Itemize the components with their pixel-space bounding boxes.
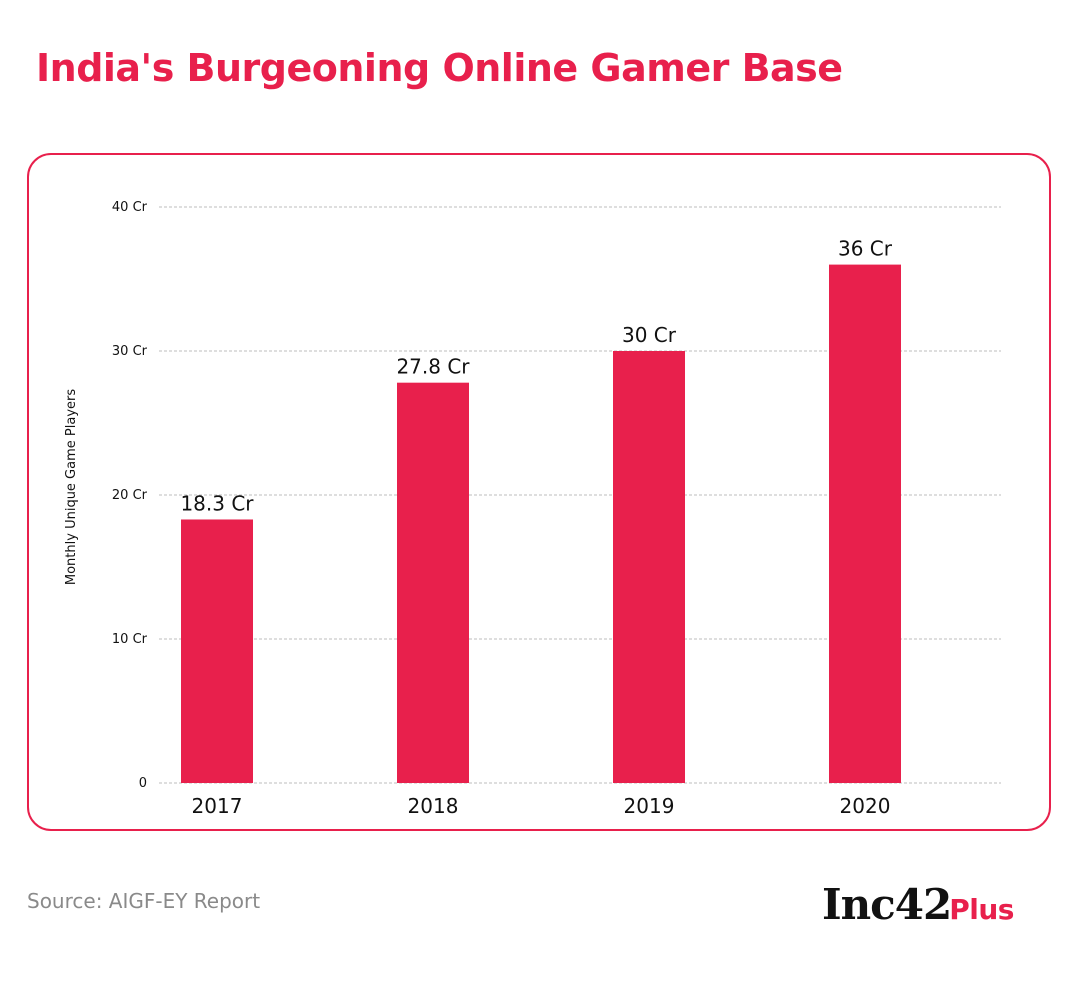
- data-label-2019: 30 Cr: [622, 323, 677, 347]
- y-tick-label: 10 Cr: [112, 632, 148, 647]
- y-tick-label: 0: [139, 776, 147, 791]
- bar-2018: [397, 382, 469, 783]
- y-axis-label: Monthly Unique Game Players: [64, 389, 79, 585]
- data-label-2017: 18.3 Cr: [180, 491, 254, 515]
- bar-2019: [613, 351, 685, 783]
- y-tick-label: 30 Cr: [112, 344, 148, 359]
- bar-chart: 0 10 Cr 20 Cr 30 Cr 40 Cr Monthly Unique Gam…: [64, 200, 1001, 818]
- data-labels: 18.3 Cr 27.8 Cr 30 Cr 36 Cr: [180, 237, 892, 516]
- chart-panel: 0 10 Cr 20 Cr 30 Cr 40 Cr Monthly Unique Gam…: [27, 153, 1051, 831]
- y-tick-label: 20 Cr: [112, 488, 148, 503]
- bar-2020: [829, 264, 901, 784]
- logo-wordmark: Inc42: [822, 880, 952, 929]
- bar-2017: [181, 519, 253, 783]
- x-tick-label-2018: 2018: [408, 794, 459, 818]
- bars: [181, 264, 901, 784]
- data-label-2018: 27.8 Cr: [396, 355, 470, 379]
- logo-plus-mark: Plus: [949, 893, 1014, 926]
- x-axis-ticks: 2017 2018 2019 2020: [192, 794, 891, 818]
- data-label-2020: 36 Cr: [838, 237, 893, 261]
- x-tick-label-2017: 2017: [192, 794, 243, 818]
- chart-title: India's Burgeoning Online Gamer Base: [36, 46, 843, 90]
- y-axis-ticks: 0 10 Cr 20 Cr 30 Cr 40 Cr: [112, 200, 148, 791]
- x-tick-label-2019: 2019: [624, 794, 675, 818]
- source-note: Source: AIGF-EY Report: [27, 889, 261, 913]
- inc42-plus-logo: Inc42Plus: [822, 880, 1014, 930]
- y-tick-label: 40 Cr: [112, 200, 148, 215]
- x-tick-label-2020: 2020: [840, 794, 891, 818]
